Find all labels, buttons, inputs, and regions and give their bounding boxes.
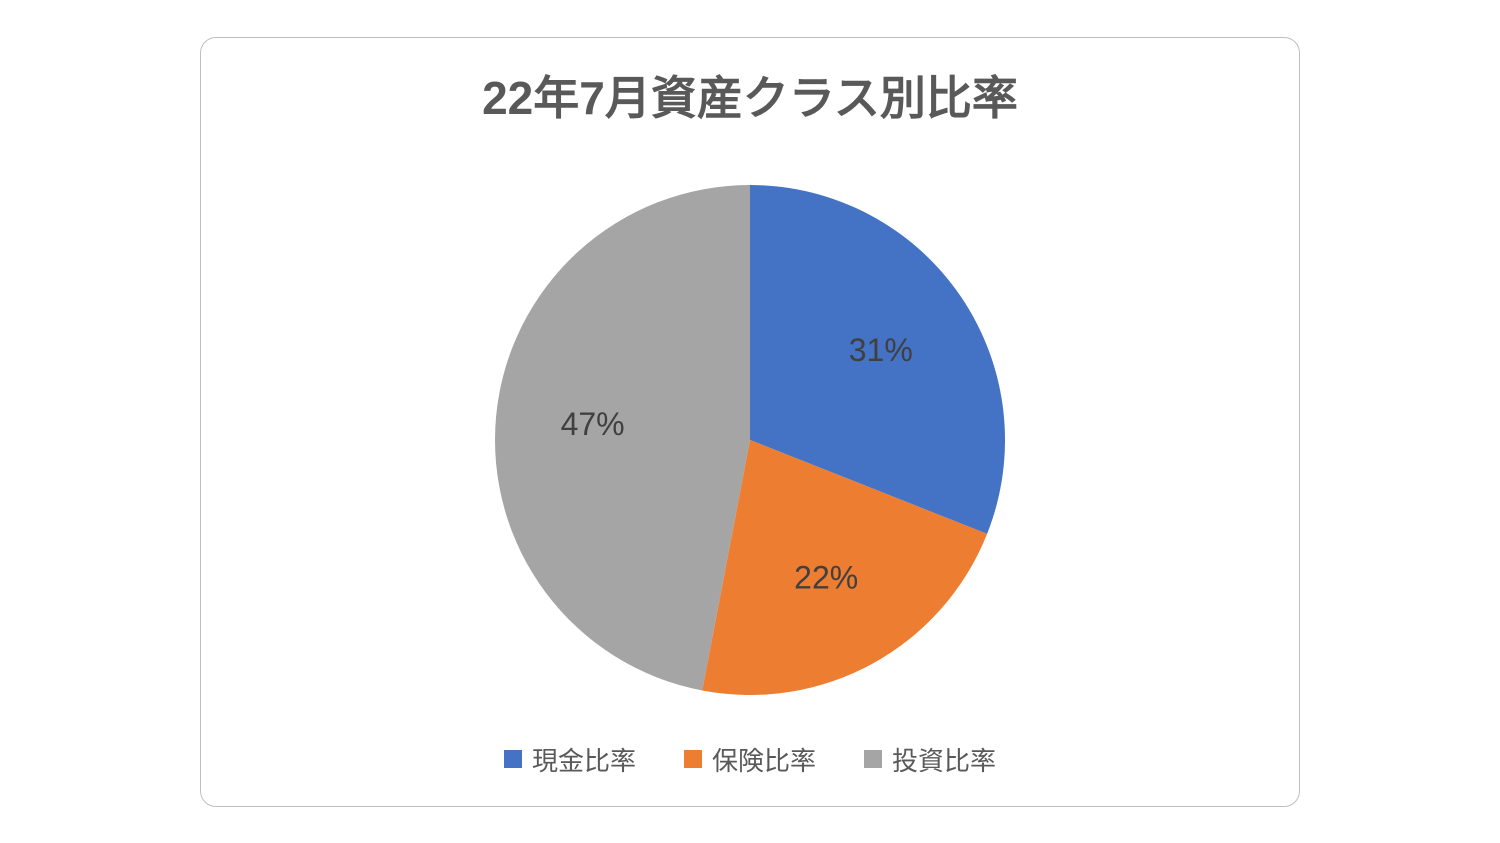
legend-swatch-2 [864, 750, 882, 768]
pie-slice-label-2: 47% [561, 406, 625, 442]
pie-slice-label-1: 22% [794, 560, 858, 596]
pie-wrap: 31% 22% 47% [241, 138, 1259, 733]
legend-label-1: 保険比率 [712, 741, 816, 778]
legend-swatch-1 [684, 750, 702, 768]
legend-item-2: 投資比率 [864, 741, 996, 778]
legend-item-0: 現金比率 [504, 741, 636, 778]
chart-title: 22年7月資産クラス別比率 [482, 62, 1018, 128]
legend: 現金比率 保険比率 投資比率 [504, 741, 996, 778]
pie-slice-label-0: 31% [849, 332, 913, 368]
legend-swatch-0 [504, 750, 522, 768]
legend-label-2: 投資比率 [892, 741, 996, 778]
legend-item-1: 保険比率 [684, 741, 816, 778]
legend-label-0: 現金比率 [532, 741, 636, 778]
chart-container: 22年7月資産クラス別比率 31% 22% 47% 現金比率 保険比率 投資比率 [200, 37, 1300, 807]
pie-chart: 31% 22% 47% [400, 155, 1100, 715]
